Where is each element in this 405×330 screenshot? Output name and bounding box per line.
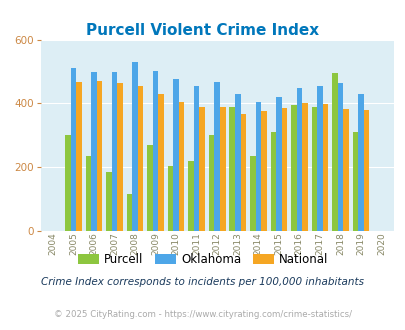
Bar [357, 94, 363, 231]
Bar [301, 103, 307, 231]
Bar [214, 82, 220, 231]
Text: Crime Index corresponds to incidents per 100,000 inhabitants: Crime Index corresponds to incidents per… [41, 278, 364, 287]
Bar [188, 161, 194, 231]
Bar [126, 194, 132, 231]
Text: © 2025 CityRating.com - https://www.cityrating.com/crime-statistics/: © 2025 CityRating.com - https://www.city… [54, 310, 351, 319]
Bar [167, 166, 173, 231]
Bar [117, 82, 123, 231]
Bar [331, 73, 337, 231]
Bar [337, 82, 342, 231]
Bar [152, 71, 158, 231]
Bar [240, 114, 245, 231]
Bar [342, 109, 348, 231]
Text: Purcell Violent Crime Index: Purcell Violent Crime Index [86, 23, 319, 38]
Legend: Purcell, Oklahoma, National: Purcell, Oklahoma, National [73, 248, 332, 271]
Bar [281, 108, 286, 231]
Bar [260, 112, 266, 231]
Bar [194, 86, 199, 231]
Bar [220, 107, 225, 231]
Bar [76, 82, 81, 231]
Bar [147, 145, 152, 231]
Bar [111, 72, 117, 231]
Bar [70, 68, 76, 231]
Bar [296, 88, 301, 231]
Bar [255, 102, 260, 231]
Bar [91, 72, 96, 231]
Bar [106, 172, 111, 231]
Bar [363, 110, 369, 231]
Bar [322, 104, 327, 231]
Bar [316, 86, 322, 231]
Bar [290, 105, 296, 231]
Bar [158, 94, 164, 231]
Bar [229, 107, 234, 231]
Bar [96, 81, 102, 231]
Bar [234, 94, 240, 231]
Bar [138, 86, 143, 231]
Bar [270, 132, 275, 231]
Bar [311, 107, 316, 231]
Bar [65, 135, 70, 231]
Bar [275, 97, 281, 231]
Bar [249, 156, 255, 231]
Bar [132, 62, 138, 231]
Bar [173, 79, 179, 231]
Bar [85, 156, 91, 231]
Bar [179, 102, 184, 231]
Bar [209, 135, 214, 231]
Bar [199, 107, 205, 231]
Bar [352, 132, 357, 231]
